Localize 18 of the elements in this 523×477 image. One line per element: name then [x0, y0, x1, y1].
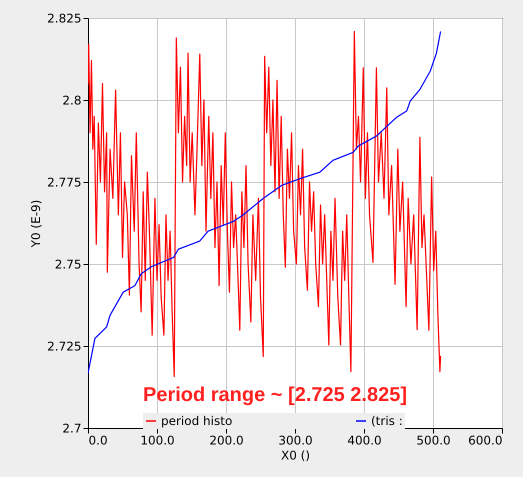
y-tick-label: 2.8 [62, 94, 82, 108]
annotation: Period range ~ [2.725 2.825] [142, 384, 408, 406]
y-tick-label: 2.725 [47, 340, 82, 354]
x-tick-label: 500.0 [416, 434, 451, 448]
y-tick-label: 2.825 [47, 12, 82, 26]
y-tick-label: 2.775 [47, 176, 82, 190]
x-tick-label: 200.0 [209, 434, 244, 448]
y-tick-label: 2.75 [54, 258, 82, 272]
legend-label: period histo [161, 414, 232, 428]
x-tick-label: 300.0 [278, 434, 313, 448]
y-tick-label: 2.7 [62, 422, 82, 436]
x-tick-label: 0.0 [88, 434, 108, 448]
legend-label: (tris : [371, 414, 403, 428]
x-tick-label: 600.0 [468, 434, 502, 448]
x-tick-label: 100.0 [140, 434, 175, 448]
y-axis-title: Y0 (E-9) [29, 200, 44, 248]
x-axis-title: X0 () [280, 448, 310, 462]
x-tick-label: 400.0 [347, 434, 382, 448]
